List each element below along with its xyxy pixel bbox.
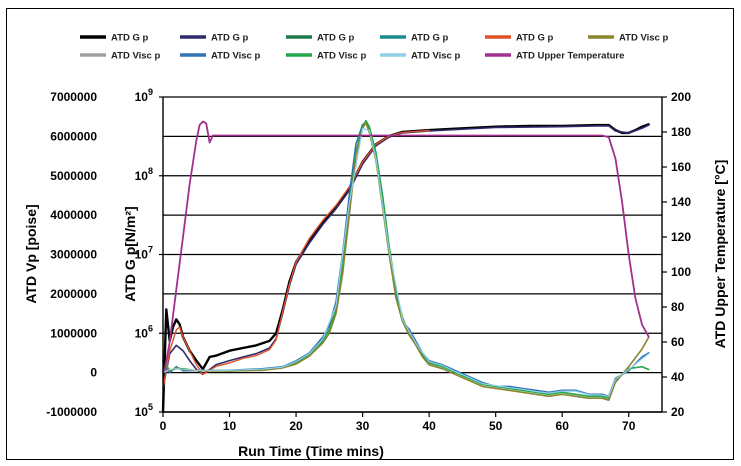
left-tick-label: 6000000 xyxy=(50,129,97,143)
legend-label: ATD Visc p xyxy=(211,51,260,62)
right-tick-label: 140 xyxy=(671,195,691,209)
left-tick-label: 4000000 xyxy=(50,208,97,222)
center-tick-label: 108 xyxy=(135,166,153,183)
series-line xyxy=(162,129,430,389)
legend-label: ATD Visc p xyxy=(619,33,668,44)
legend-label: ATD Visc p xyxy=(111,51,160,62)
axes: 7000000600000050000004000000300000020000… xyxy=(46,87,691,433)
x-tick-label: 10 xyxy=(223,419,237,433)
x-tick-label: 30 xyxy=(356,419,370,433)
series-line xyxy=(162,121,650,401)
legend-label: ATD G p xyxy=(516,33,553,44)
x-tick-label: 60 xyxy=(556,419,570,433)
x-axis-title: Run Time (Time mins) xyxy=(238,443,384,459)
left-tick-label: 2000000 xyxy=(50,287,97,301)
series-group xyxy=(161,119,650,414)
center-tick-label: 106 xyxy=(135,323,153,340)
grid-lines xyxy=(163,96,662,413)
series-line xyxy=(162,127,650,398)
right-tick-label: 60 xyxy=(671,335,685,349)
series-line xyxy=(162,121,650,398)
chart-frame xyxy=(6,8,734,460)
center-tick-label: 107 xyxy=(135,245,153,262)
center-tick-label: 105 xyxy=(135,402,153,419)
left-tick-label: 5000000 xyxy=(50,169,97,183)
right-tick-label: 160 xyxy=(671,160,691,174)
right-tick-label: 200 xyxy=(671,90,691,104)
legend-label: ATD G p xyxy=(111,33,148,44)
x-tick-label: 0 xyxy=(160,419,167,433)
left-y-axis-title: ATD Vp [poise] xyxy=(23,204,39,303)
left-tick-label: 0 xyxy=(90,366,97,380)
legend-label: ATD Visc p xyxy=(317,51,366,62)
legend-label: ATD Upper Temperature xyxy=(516,51,624,62)
left-tick-label: -1000000 xyxy=(46,405,97,419)
legend-label: ATD G p xyxy=(211,33,248,44)
legend-label: ATD G p xyxy=(317,33,354,44)
x-tick-label: 20 xyxy=(289,419,303,433)
chart-legend: ATD G p ATD G p ATD G p ATD G p ATD G p ATD V… xyxy=(80,33,668,62)
right-tick-label: 100 xyxy=(671,265,691,279)
right-tick-label: 180 xyxy=(671,125,691,139)
center-y-axis-title: ATD G p[N/m²] xyxy=(122,206,138,301)
left-tick-label: 7000000 xyxy=(50,90,97,104)
x-tick-label: 50 xyxy=(489,419,503,433)
x-tick-label: 40 xyxy=(422,419,436,433)
left-tick-label: 1000000 xyxy=(50,326,97,340)
right-y-axis-title: ATD Upper Temperature [°C] xyxy=(712,160,728,349)
center-tick-label: 109 xyxy=(135,87,153,104)
right-tick-label: 20 xyxy=(671,405,685,419)
series-line xyxy=(161,123,650,414)
left-tick-label: 3000000 xyxy=(50,248,97,262)
right-tick-label: 120 xyxy=(671,230,691,244)
legend-label: ATD G p xyxy=(411,33,448,44)
right-tick-label: 40 xyxy=(671,370,685,384)
series-line xyxy=(162,120,650,373)
x-tick-label: 70 xyxy=(622,419,636,433)
series-line xyxy=(162,119,650,399)
legend-label: ATD Visc p xyxy=(411,51,460,62)
right-tick-label: 80 xyxy=(671,300,685,314)
